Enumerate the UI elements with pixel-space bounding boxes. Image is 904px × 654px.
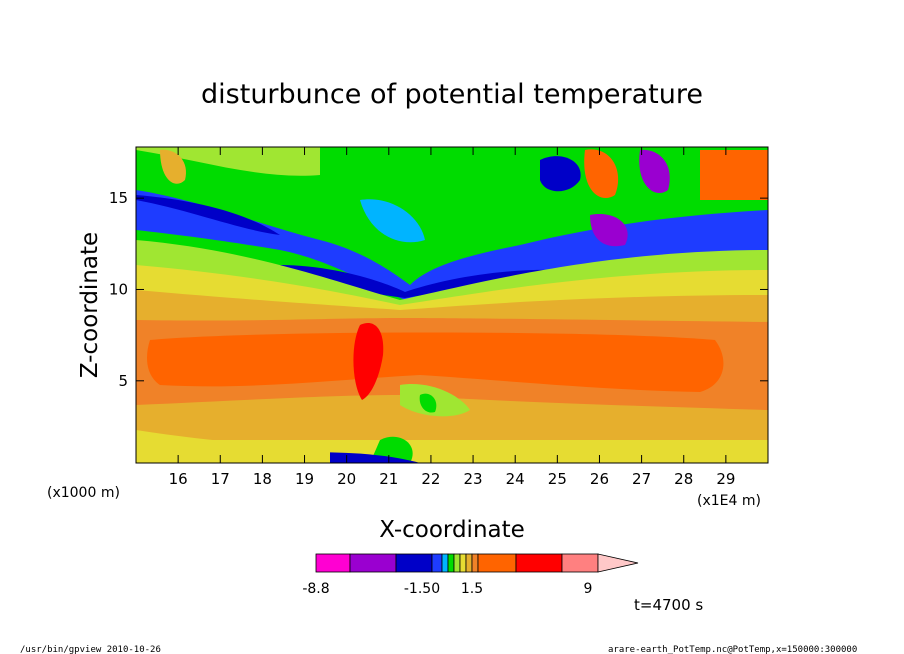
y-tick-label: 15 [109, 189, 128, 207]
colorbar-label: -1.50 [404, 581, 440, 597]
x-tick-label: 18 [253, 470, 272, 488]
footer-right: arare-earth_PotTemp.nc@PotTemp,x=150000:… [608, 645, 857, 654]
colorbar-arrow [597, 553, 639, 573]
colorbar-segment [441, 553, 449, 573]
colorbar-segment [349, 553, 397, 573]
y-axis-label: Z-coordinate [77, 232, 103, 378]
x-axis: 16 17 18 19 20 21 22 23 24 25 26 27 28 29 [169, 147, 735, 488]
x-tick-label: 23 [464, 470, 483, 488]
colorbar-segment [459, 553, 467, 573]
time-annotation: t=4700 s [634, 596, 703, 614]
colorbar-segment [453, 553, 461, 573]
y-tick-label: 10 [109, 280, 128, 298]
x-axis-label: X-coordinate [379, 517, 525, 543]
x-tick-label: 28 [674, 470, 693, 488]
x-tick-label: 17 [211, 470, 230, 488]
x-tick-label: 29 [716, 470, 735, 488]
colorbar-segment [447, 553, 455, 573]
colorbar-segment [395, 553, 433, 573]
colorbar-label: -8.8 [302, 581, 329, 597]
footer-left: /usr/bin/gpview 2010-10-26 [20, 645, 161, 654]
x-tick-label: 22 [421, 470, 440, 488]
y-units-label: (x1000 m) [47, 485, 120, 501]
contour-field [136, 147, 768, 463]
colorbar-segment [465, 553, 473, 573]
colorbar-label: 9 [584, 581, 593, 597]
x-tick-label: 19 [295, 470, 314, 488]
colorbar-label: 1.5 [461, 581, 483, 597]
x-tick-label: 26 [590, 470, 609, 488]
x-tick-label: 21 [379, 470, 398, 488]
y-axis: 5 10 15 [109, 189, 768, 390]
y-tick-label: 5 [118, 372, 128, 390]
x-tick-label: 25 [548, 470, 567, 488]
colorbar-segment [515, 553, 563, 573]
colorbar-segment [315, 553, 351, 573]
x-tick-label: 20 [337, 470, 356, 488]
x-tick-label: 16 [169, 470, 188, 488]
colorbar-segment [471, 553, 479, 573]
chart-title: disturbunce of potential temperature [201, 79, 703, 110]
x-units-label: (x1E4 m) [697, 493, 761, 509]
colorbar-segment [431, 553, 443, 573]
plot-frame [135, 146, 769, 464]
colorbar: -8.8 -1.50 1.5 9 [302, 553, 639, 597]
x-tick-label: 27 [632, 470, 651, 488]
x-tick-label: 24 [506, 470, 525, 488]
colorbar-segment [561, 553, 599, 573]
colorbar-segment [477, 553, 517, 573]
